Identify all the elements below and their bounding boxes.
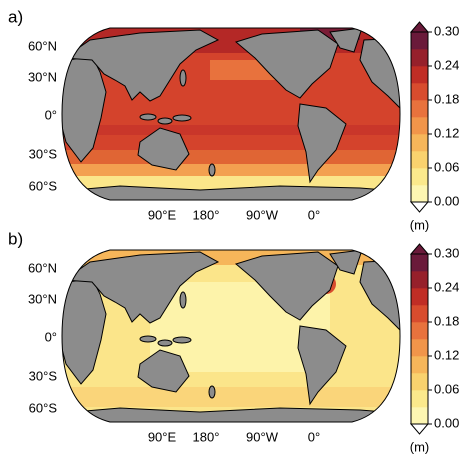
colorbar-tick-label: 0.06 — [434, 159, 459, 174]
colorbar-tick-label: 0.30 — [434, 245, 459, 260]
colorbar-segment — [411, 322, 428, 340]
lon-label: 0° — [308, 429, 320, 444]
colorbar-segment — [411, 254, 428, 272]
lat-label: 30°N — [28, 69, 57, 84]
colorbar-segment — [411, 32, 428, 50]
lat-label: 60°N — [28, 260, 57, 275]
colorbar-tick-label: 0.12 — [434, 125, 459, 140]
lon-label: 90°E — [148, 429, 177, 444]
colorbar-segment — [411, 407, 428, 425]
lat-label: 0° — [45, 107, 57, 122]
lat-label: 60°S — [29, 400, 58, 415]
colorbar-segment — [411, 185, 428, 203]
colorbar-segment — [411, 305, 428, 323]
colorbar-segment — [411, 66, 428, 84]
colorbar-tick-label: 0.18 — [434, 91, 459, 106]
lat-label: 30°S — [29, 146, 58, 161]
colorbar-tick-label: 0.18 — [434, 313, 459, 328]
panel: b) 60°N 30°N 0° 30°S 60°S 90°E 180° 90°W 0° 0.00 0.… — [8, 229, 459, 454]
colorbar-unit: (m) — [410, 217, 430, 232]
colorbar-tick-label: 0.06 — [434, 381, 459, 396]
lat-label: 30°N — [28, 291, 57, 306]
colorbar-segment — [411, 390, 428, 408]
colorbar-segment — [411, 356, 428, 374]
lat-label: 30°S — [29, 368, 58, 383]
map — [62, 28, 400, 200]
colorbar-segment — [411, 373, 428, 391]
lat-label: 60°S — [29, 178, 58, 193]
panel-label: b) — [8, 229, 23, 248]
colorbar-segment — [411, 339, 428, 357]
colorbar-tick-label: 0.00 — [434, 415, 459, 430]
colorbar-tick-label: 0.00 — [434, 193, 459, 208]
lon-label: 90°W — [246, 429, 279, 444]
colorbar-segment — [411, 134, 428, 152]
lat-label: 0° — [45, 329, 57, 344]
colorbar-tick-label: 0.30 — [434, 23, 459, 38]
colorbar-segment — [411, 168, 428, 186]
colorbar-segment — [411, 271, 428, 289]
lon-label: 180° — [193, 207, 220, 222]
colorbar-segment — [411, 151, 428, 169]
map — [62, 250, 400, 422]
lon-label: 0° — [308, 207, 320, 222]
lon-label: 180° — [193, 429, 220, 444]
colorbar-arrow — [409, 201, 430, 213]
colorbar-tick-label: 0.12 — [434, 347, 459, 362]
panel-label: a) — [8, 7, 23, 26]
colorbar-segment — [411, 49, 428, 67]
colorbar-segment — [411, 83, 428, 101]
colorbar-arrow — [409, 21, 430, 33]
panel: a) 60°N 30°N 0° 30°S 60°S 90°E 180° 90°W 0° 0.00 0.… — [8, 7, 459, 232]
lon-label: 90°E — [148, 207, 177, 222]
colorbar-tick-label: 0.24 — [434, 57, 459, 72]
colorbar-frame — [410, 31, 429, 203]
colorbar-unit: (m) — [410, 439, 430, 454]
map-outline — [61, 27, 401, 201]
colorbar-arrow — [409, 243, 430, 255]
colorbar-tick-label: 0.24 — [434, 279, 459, 294]
map-outline — [61, 249, 401, 423]
lon-label: 90°W — [246, 207, 279, 222]
colorbar-segment — [411, 100, 428, 118]
colorbar-frame — [410, 253, 429, 425]
lat-label: 60°N — [28, 38, 57, 53]
colorbar-segment — [411, 288, 428, 306]
colorbar-arrow — [409, 423, 430, 435]
colorbar-segment — [411, 117, 428, 135]
